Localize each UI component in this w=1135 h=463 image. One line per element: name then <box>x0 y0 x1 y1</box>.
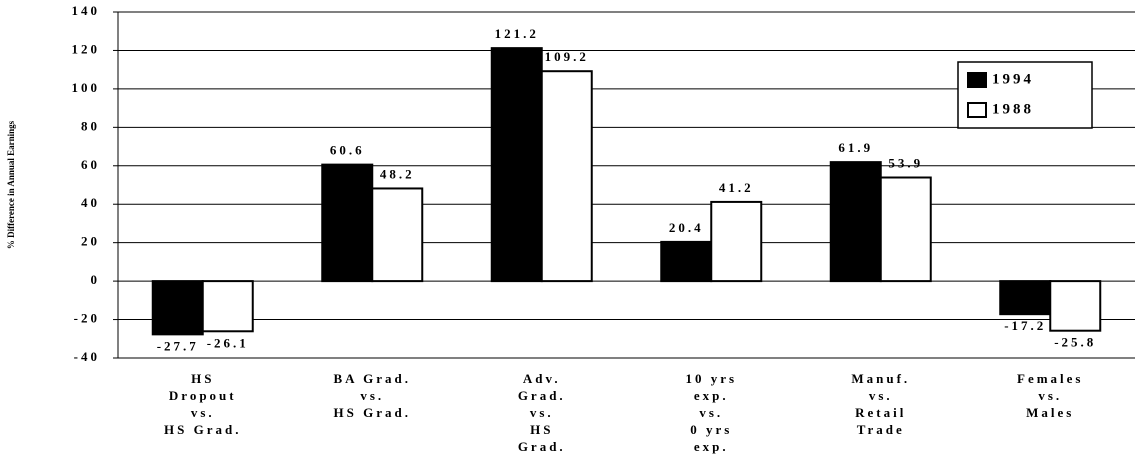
x-tick-label: HS <box>530 422 553 437</box>
y-tick-label: 40 <box>81 195 100 210</box>
x-tick-label: 0 yrs <box>690 422 732 437</box>
x-tick-label: Dropout <box>169 388 237 403</box>
bar <box>540 70 593 283</box>
value-label: 53.9 <box>888 155 923 170</box>
value-label: 60.6 <box>330 143 365 158</box>
x-tick-label: vs. <box>1038 388 1062 403</box>
x-tick-label: Males <box>1026 405 1074 420</box>
bar <box>660 240 713 283</box>
legend-label: 1988 <box>992 101 1034 117</box>
x-tick-label: BA Grad. <box>334 371 411 386</box>
x-tick-label: Grad. <box>518 439 566 454</box>
value-label: 48.2 <box>380 166 415 181</box>
bar <box>151 280 204 336</box>
bar <box>710 200 763 283</box>
y-tick-label: 0 <box>91 272 101 287</box>
x-tick-label: Females <box>1017 371 1083 386</box>
bar <box>321 163 374 283</box>
x-tick-label: HS Grad. <box>334 405 411 420</box>
x-tick-label: exp. <box>694 439 729 454</box>
bar <box>829 161 882 283</box>
y-tick-label: -40 <box>74 349 100 364</box>
y-tick-label: 120 <box>72 41 101 56</box>
x-tick-label: 10 yrs <box>685 371 737 386</box>
value-label: 121.2 <box>495 26 539 41</box>
value-label: -27.7 <box>157 338 199 353</box>
y-tick-label: -20 <box>74 311 100 326</box>
legend-swatch <box>967 102 987 118</box>
bar <box>999 280 1052 316</box>
bar <box>371 187 424 283</box>
y-tick-label: 20 <box>81 234 100 249</box>
y-tick-label: 100 <box>72 80 101 95</box>
value-label: -17.2 <box>1004 318 1046 333</box>
y-tick-label: 60 <box>81 157 100 172</box>
x-tick-label: vs. <box>869 388 893 403</box>
bar <box>879 176 932 283</box>
value-label: -25.8 <box>1054 335 1096 350</box>
value-label: 109.2 <box>545 49 589 64</box>
y-tick-label: 140 <box>72 3 101 18</box>
value-label: -26.1 <box>207 335 249 350</box>
x-tick-label: Retail <box>855 405 906 420</box>
x-tick-label: vs. <box>360 388 384 403</box>
x-tick-label: vs. <box>699 405 723 420</box>
legend-label: 1994 <box>992 71 1034 87</box>
x-tick-label: Trade <box>857 422 905 437</box>
x-tick-label: Adv. <box>523 371 561 386</box>
legend-swatch <box>967 72 987 88</box>
x-tick-label: Manuf. <box>851 371 910 386</box>
x-tick-label: Grad. <box>518 388 566 403</box>
x-tick-label: HS Grad. <box>164 422 241 437</box>
x-tick-label: vs. <box>191 405 215 420</box>
x-tick-label: HS <box>191 371 214 386</box>
value-label: 41.2 <box>719 180 754 195</box>
bar <box>201 280 254 333</box>
x-tick-label: vs. <box>530 405 554 420</box>
value-label: 20.4 <box>669 220 704 235</box>
y-axis-label: % Difference in Annual Earnings <box>6 120 16 249</box>
y-tick-label: 80 <box>81 118 100 133</box>
x-tick-label: exp. <box>694 388 729 403</box>
bar <box>1049 280 1102 332</box>
value-label: 61.9 <box>838 140 873 155</box>
bar <box>490 47 543 283</box>
